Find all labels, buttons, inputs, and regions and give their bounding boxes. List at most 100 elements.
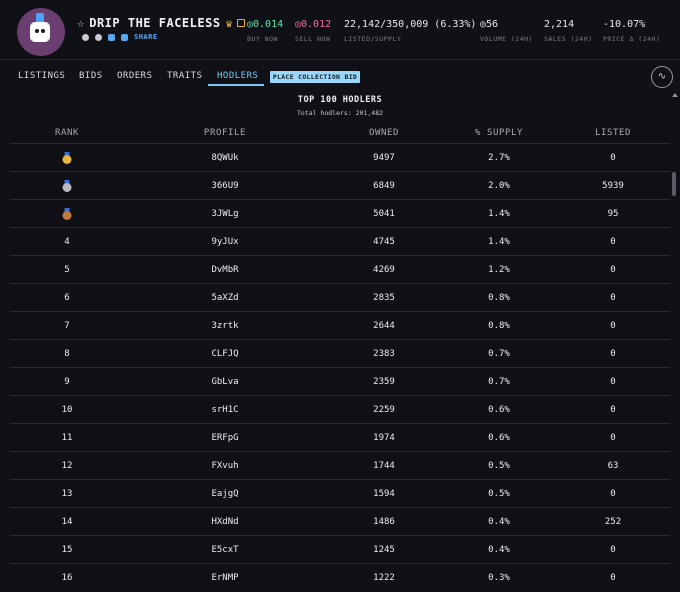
- supply-cell: 0.4%: [488, 545, 510, 555]
- profile-cell[interactable]: CLFJQ: [211, 349, 239, 359]
- scroll-up-arrow-icon[interactable]: [672, 93, 678, 97]
- table-subtitle: Total hodlers: 201,482: [296, 109, 384, 117]
- collection-header: ☆ DRIP THE FACELESS ♛ SHARE ◎0.014 BUY N…: [0, 0, 680, 60]
- tab-traits[interactable]: TRAITS: [167, 71, 203, 81]
- stat-value: 22,142/350,009 (6.33%): [344, 19, 477, 30]
- table-row[interactable]: 13 EajgQ 1594 0.5% 0: [10, 479, 670, 507]
- supply-cell: 1.2%: [488, 265, 510, 275]
- profile-cell[interactable]: 8QWUk: [211, 153, 239, 163]
- table-row[interactable]: 16 ErNMP 1222 0.3% 0: [10, 563, 670, 591]
- listed-cell: 0: [610, 237, 616, 247]
- medal-disc: [62, 183, 72, 192]
- twitter-icon[interactable]: [108, 33, 115, 41]
- stat-label: SELL NOW: [295, 35, 331, 43]
- profile-cell[interactable]: 3JWLg: [211, 209, 239, 219]
- activity-chart-icon[interactable]: ∿: [651, 66, 673, 88]
- column-header-profile[interactable]: PROFILE: [203, 128, 247, 138]
- favorite-star-icon[interactable]: ☆: [77, 16, 85, 30]
- table-row[interactable]: 9 GbLva 2359 0.7% 0: [10, 367, 670, 395]
- stat-buy-now: ◎0.014 BUY NOW: [247, 19, 283, 43]
- column-header-owned[interactable]: OWNED: [368, 128, 400, 138]
- crown-icon: ♛: [225, 16, 233, 30]
- profile-cell[interactable]: 5aXZd: [211, 293, 239, 303]
- supply-cell: 0.6%: [488, 433, 510, 443]
- profile-cell[interactable]: E5cxT: [211, 545, 239, 555]
- listed-cell: 0: [610, 433, 616, 443]
- profile-cell[interactable]: ERFpG: [211, 433, 239, 443]
- stat-label: PRICE Δ (24H): [603, 35, 661, 43]
- website-icon[interactable]: [82, 33, 89, 41]
- owned-cell: 5041: [373, 209, 395, 219]
- avatar-eye-right: [41, 29, 45, 33]
- table-row[interactable]: 7 3zrtk 2644 0.8% 0: [10, 311, 670, 339]
- stat-label: SALES (24H): [544, 35, 593, 43]
- scrollbar[interactable]: [671, 92, 677, 592]
- table-row[interactable]: 3JWLg 5041 1.4% 95: [10, 199, 670, 227]
- table-row[interactable]: 11 ERFpG 1974 0.6% 0: [10, 423, 670, 451]
- rank-cell: 6: [64, 293, 70, 303]
- owned-cell: 4745: [373, 237, 395, 247]
- bronze-medal-icon: [62, 208, 72, 220]
- column-header-rank[interactable]: RANK: [54, 128, 80, 138]
- table-header: RANK PROFILE OWNED % SUPPLY LISTED: [10, 122, 670, 144]
- profile-cell[interactable]: DvMbR: [211, 265, 239, 275]
- listed-cell: 0: [610, 293, 616, 303]
- stat-value: -10.07%: [603, 19, 646, 30]
- stat-value: ◎0.012: [295, 19, 332, 30]
- listed-cell: 0: [610, 153, 616, 163]
- rank-cell: 14: [61, 517, 73, 527]
- table-row[interactable]: 12 FXvuh 1744 0.5% 63: [10, 451, 670, 479]
- stat-sell-now: ◎0.012 SELL NOW: [295, 19, 331, 43]
- tab-hodlers[interactable]: HODLERS: [217, 71, 259, 81]
- supply-cell: 0.8%: [488, 293, 510, 303]
- supply-cell: 2.7%: [488, 153, 510, 163]
- stat-sales: 2,214 SALES (24H): [544, 19, 593, 43]
- share-link[interactable]: SHARE: [134, 33, 158, 41]
- supply-cell: 1.4%: [488, 209, 510, 219]
- table-row[interactable]: 8 CLFJQ 2383 0.7% 0: [10, 339, 670, 367]
- table-row[interactable]: 6 5aXZd 2835 0.8% 0: [10, 283, 670, 311]
- listed-cell: 0: [610, 489, 616, 499]
- profile-cell[interactable]: FXvuh: [211, 461, 239, 471]
- listed-cell: 5939: [602, 181, 624, 191]
- place-collection-bid-button[interactable]: PLACE COLLECTION BID: [270, 71, 360, 83]
- profile-cell[interactable]: EajgQ: [211, 489, 239, 499]
- profile-cell[interactable]: ErNMP: [211, 573, 239, 583]
- profile-cell[interactable]: 366U9: [211, 181, 239, 191]
- column-header-listed[interactable]: LISTED: [594, 128, 632, 138]
- table-row[interactable]: 15 E5cxT 1245 0.4% 0: [10, 535, 670, 563]
- table-row[interactable]: 4 9yJUx 4745 1.4% 0: [10, 227, 670, 255]
- rank-cell: 8: [64, 349, 70, 359]
- owned-cell: 9497: [373, 153, 395, 163]
- listed-cell: 95: [607, 209, 619, 219]
- profile-cell[interactable]: 3zrtk: [211, 321, 239, 331]
- tab-orders[interactable]: ORDERS: [117, 71, 153, 81]
- collection-title-row: ☆ DRIP THE FACELESS ♛: [77, 16, 246, 30]
- share-icon[interactable]: [121, 33, 128, 41]
- table-row[interactable]: 10 srH1C 2259 0.6% 0: [10, 395, 670, 423]
- profile-cell[interactable]: GbLva: [211, 377, 239, 387]
- table-row[interactable]: 8QWUk 9497 2.7% 0: [10, 143, 670, 171]
- stat-value: ◎0.014: [247, 19, 284, 30]
- column-header-supply[interactable]: % SUPPLY: [474, 128, 524, 138]
- owned-cell: 6849: [373, 181, 395, 191]
- scrollbar-thumb[interactable]: [672, 172, 676, 196]
- stat-label: BUY NOW: [247, 35, 278, 43]
- profile-cell[interactable]: 9yJUx: [211, 237, 239, 247]
- profile-cell[interactable]: HXdNd: [211, 517, 239, 527]
- profile-cell[interactable]: srH1C: [211, 405, 239, 415]
- table-row[interactable]: 366U9 6849 2.0% 5939: [10, 171, 670, 199]
- table-row[interactable]: 14 HXdNd 1486 0.4% 252: [10, 507, 670, 535]
- supply-cell: 0.4%: [488, 517, 510, 527]
- medal-ribbon: [64, 180, 70, 184]
- owned-cell: 2359: [373, 377, 395, 387]
- listed-cell: 63: [607, 461, 619, 471]
- discord-icon[interactable]: [95, 33, 102, 41]
- tab-bids[interactable]: BIDS: [79, 71, 103, 81]
- listed-cell: 252: [604, 517, 622, 527]
- tab-listings[interactable]: LISTINGS: [18, 71, 66, 81]
- table-row[interactable]: 5 DvMbR 4269 1.2% 0: [10, 255, 670, 283]
- owned-cell: 2644: [373, 321, 395, 331]
- listed-cell: 0: [610, 405, 616, 415]
- active-tab-indicator: [208, 84, 264, 86]
